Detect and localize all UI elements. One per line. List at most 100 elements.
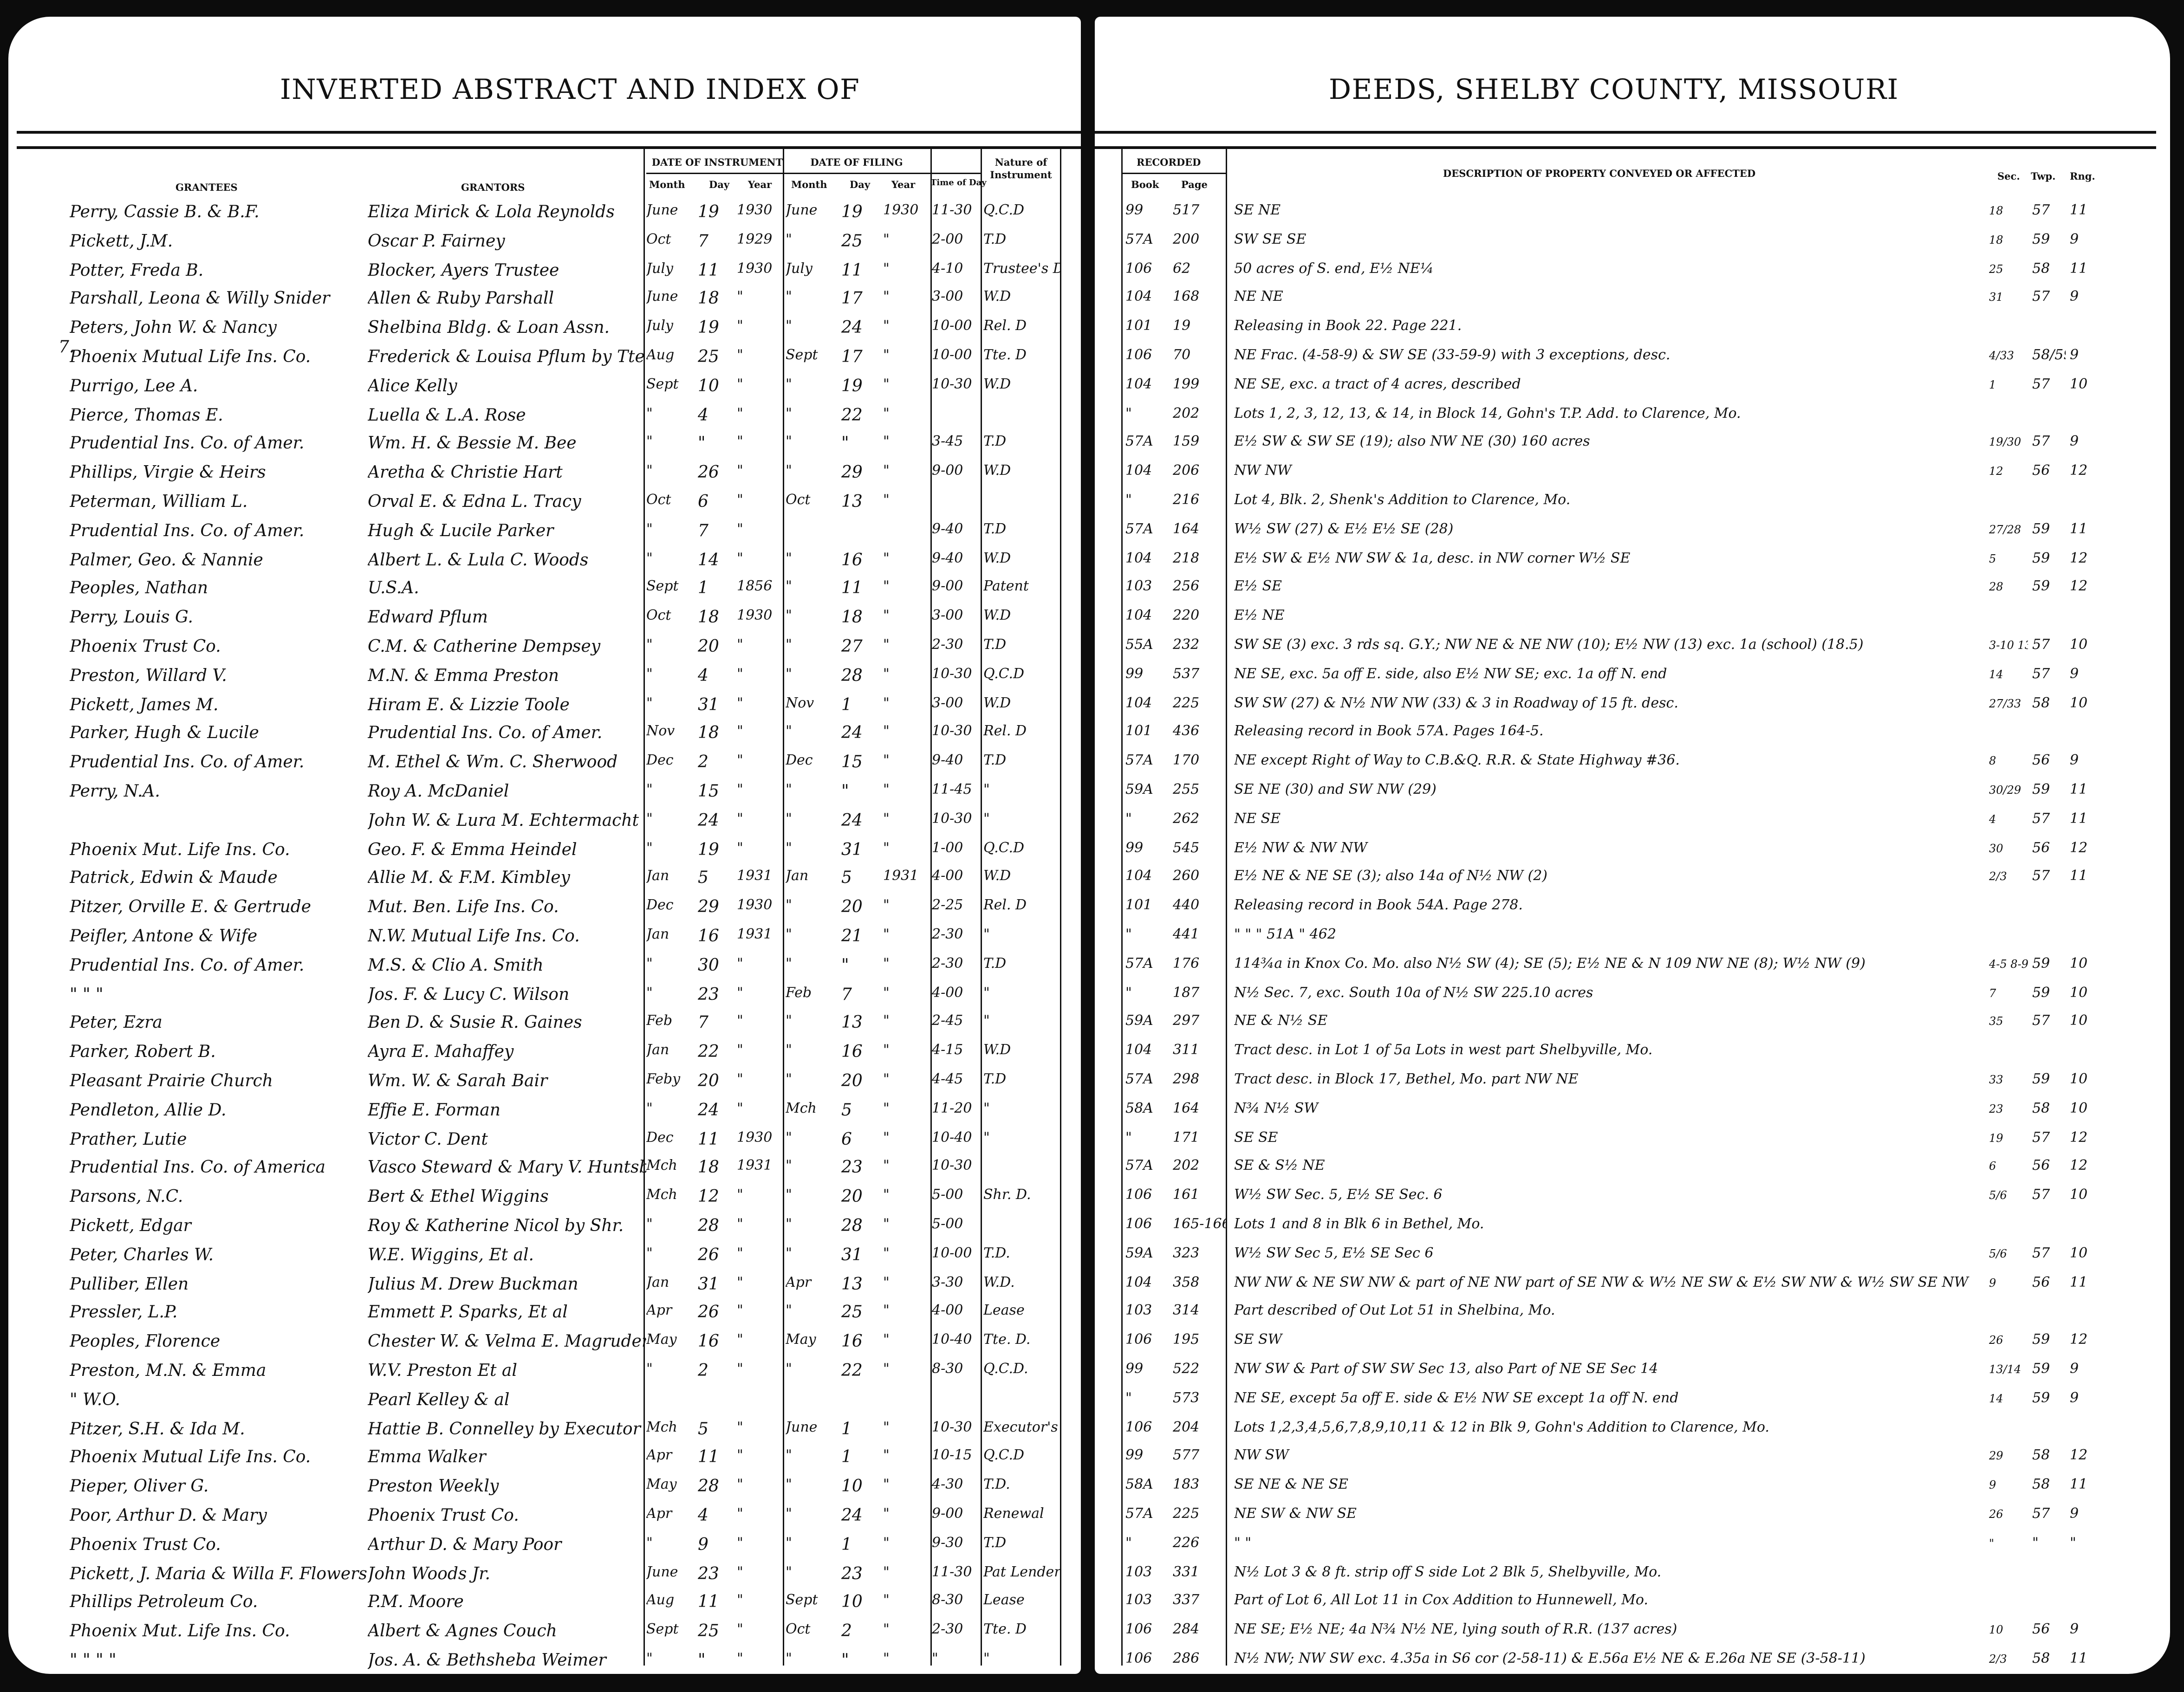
- row-twp-cell: 58: [2032, 261, 2050, 277]
- row-twp-cell: 56: [2032, 840, 2050, 856]
- row-fd-cell: 28: [841, 665, 863, 685]
- row-sec-cell: 25: [1989, 262, 2003, 275]
- row-im-cell: ": [646, 464, 653, 480]
- row-fy-cell: ": [883, 580, 890, 596]
- row-nature-cell: T.D: [983, 522, 1007, 538]
- row-iy-cell: 1931: [737, 1159, 773, 1175]
- row-book-cell: 57A: [1125, 232, 1153, 248]
- row-grantor-cell: John Woods Jr.: [368, 1563, 490, 1583]
- row-sec-cell: 9: [1989, 1276, 1996, 1289]
- header-rule: [1095, 146, 2156, 149]
- time-header: Time of Day: [930, 178, 987, 188]
- row-sec-cell: 3-10 13: [1989, 639, 2028, 652]
- row-im-cell: June: [646, 290, 678, 306]
- row-fm-cell: ": [786, 1652, 792, 1667]
- row-book-cell: ": [1125, 1391, 1132, 1407]
- row-rng-cell: 9: [2070, 667, 2079, 682]
- row-twp-cell: 59: [2032, 1391, 2050, 1407]
- row-iy-cell: ": [737, 1072, 743, 1088]
- row-sec-cell: 7: [1989, 986, 1996, 999]
- row-id-cell: 2: [698, 1361, 708, 1380]
- row-sec-cell: 30: [1989, 842, 2003, 855]
- row-im-cell: Apr: [646, 1449, 672, 1465]
- row-sec-cell: 10: [1989, 1624, 2003, 1637]
- row-rng-cell: 12: [2070, 580, 2088, 596]
- row-fy-cell: 1930: [883, 203, 919, 219]
- row-twp-cell: [2032, 1038, 2066, 1066]
- row-nature-cell: ": [983, 811, 990, 827]
- row-fy-cell: ": [883, 1130, 890, 1146]
- row-nature-cell: T.D: [983, 232, 1007, 248]
- row-rng-cell: 10: [2070, 956, 2088, 972]
- row-sec-cell: 4-5 8-9: [1989, 958, 2028, 971]
- row-sec-cell: 4/33: [1989, 350, 2014, 362]
- row-page-cell: 164: [1173, 1101, 1200, 1117]
- row-nature-cell: T.D: [983, 1072, 1007, 1088]
- row-page-cell: 314: [1173, 1304, 1200, 1320]
- row-sec-cell: 2/3: [1989, 871, 2007, 884]
- row-sec-cell: 31: [1989, 292, 2003, 305]
- row-fy-cell: ": [883, 232, 890, 248]
- row-page-cell: 161: [1173, 1188, 1200, 1204]
- row-book-cell: 99: [1125, 840, 1144, 856]
- row-fm-cell: ": [786, 1072, 792, 1088]
- row-im-cell: ": [646, 667, 653, 682]
- row-page-cell: 323: [1173, 1246, 1200, 1262]
- row-nature-cell: W.D: [983, 377, 1011, 393]
- row-time-cell: 5-00: [932, 1188, 963, 1204]
- row-twp-cell: [2032, 1414, 2066, 1442]
- row-book-cell: 104: [1125, 609, 1152, 624]
- row-sec-cell: 29: [1989, 1450, 2003, 1463]
- row-fm-cell: ": [786, 1246, 792, 1262]
- row-page-cell: 199: [1173, 377, 1200, 393]
- header-rule: [17, 146, 1081, 149]
- row-iy-cell: ": [737, 464, 743, 480]
- row-time-cell: 2-45: [932, 1014, 963, 1030]
- row-book-cell: 106: [1125, 1622, 1152, 1638]
- row-id-cell: 18: [698, 607, 719, 627]
- row-book-cell: 106: [1125, 1333, 1152, 1348]
- row-time-cell: 4-15: [932, 1043, 963, 1059]
- row-iy-cell: ": [737, 1449, 743, 1465]
- row-twp-cell: 59: [2032, 232, 2050, 248]
- row-grantor-cell: Bert & Ethel Wiggins: [368, 1186, 549, 1206]
- inst-month-header: Month: [649, 178, 685, 191]
- row-rng-cell: 10: [2070, 1246, 2088, 1262]
- row-grantor-cell: Prudential Ins. Co. of Amer.: [368, 723, 603, 743]
- row-twp-cell: [2032, 603, 2066, 631]
- row-id-cell: 7: [698, 520, 708, 540]
- row-nature-cell: [983, 1212, 1060, 1239]
- row-sec-cell: 5: [1989, 552, 1996, 565]
- row-id-cell: 23: [698, 1563, 719, 1583]
- row-iy-cell: ": [737, 725, 743, 740]
- row-desc-cell: Lot 4, Blk. 2, Shenk's Addition to Clare…: [1234, 493, 1571, 508]
- column-divider: [783, 148, 784, 1666]
- row-time-cell: 10-40: [932, 1130, 972, 1146]
- row-im-cell: July: [646, 319, 673, 335]
- row-nature-cell: [983, 1154, 1060, 1181]
- row-grantor-cell: Emmett P. Sparks, Et al: [368, 1303, 568, 1322]
- row-desc-cell: Releasing in Book 22. Page 221.: [1234, 319, 1462, 335]
- row-book-cell: 104: [1125, 695, 1152, 711]
- row-grantee-cell: Prudential Ins. Co. of Amer.: [70, 520, 305, 540]
- row-page-cell: 216: [1173, 493, 1200, 508]
- row-fm-cell: ": [786, 464, 792, 480]
- row-fm-cell: June: [786, 203, 818, 219]
- row-sec-cell: 5/6: [1989, 1247, 2007, 1260]
- row-im-cell: Apr: [646, 1507, 672, 1522]
- row-fm-cell: Nov: [786, 695, 814, 711]
- row-time-cell: 4-00: [932, 869, 963, 885]
- row-fy-cell: ": [883, 1333, 890, 1348]
- row-nature-cell: T.D: [983, 638, 1007, 653]
- row-nature-cell: Renewal: [983, 1507, 1044, 1522]
- row-book-cell: 103: [1125, 1304, 1152, 1320]
- row-rng-cell: [2070, 1038, 2103, 1066]
- row-time-cell: 2-30: [932, 927, 963, 943]
- row-fd-cell: 25: [841, 231, 863, 251]
- row-page-cell: 200: [1173, 232, 1200, 248]
- row-page-cell: 256: [1173, 580, 1200, 596]
- row-im-cell: Sept: [646, 377, 679, 393]
- row-grantor-cell: Orval E. & Edna L. Tracy: [368, 492, 581, 511]
- row-fm-cell: May: [786, 1333, 816, 1348]
- row-grantee-cell: Poor, Arthur D. & Mary: [70, 1505, 267, 1525]
